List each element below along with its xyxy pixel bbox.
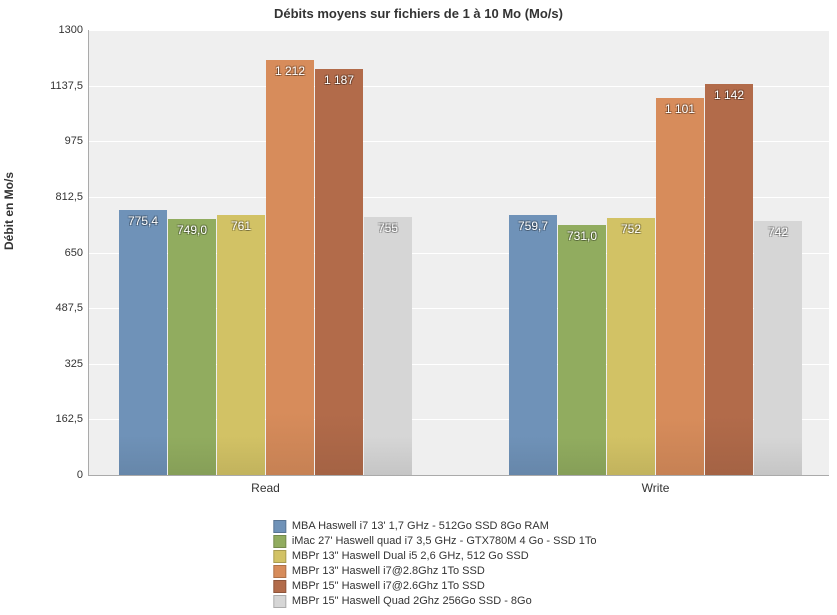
bar: 759,7 — [509, 215, 557, 475]
grid-line — [89, 30, 829, 31]
bar: 731,0 — [558, 225, 606, 475]
chart-title: Débits moyens sur fichiers de 1 à 10 Mo … — [0, 6, 837, 21]
bar: 755 — [364, 217, 412, 475]
bar: 1 187 — [315, 69, 363, 475]
legend-item: MBPr 15" Haswell Quad 2Ghz 256Go SSD - 8… — [273, 594, 597, 608]
legend-item: MBPr 13" Haswell i7@2.8Ghz 1To SSD — [273, 564, 597, 578]
legend-label: iMac 27' Haswell quad i7 3,5 GHz - GTX78… — [292, 534, 597, 548]
bar-value-label: 1 187 — [315, 73, 363, 87]
bar-group: 775,4749,0761 1 2121 187 755 — [119, 60, 412, 475]
bar-value-label: 759,7 — [509, 219, 557, 233]
legend-item: MBA Haswell i7 13' 1,7 GHz - 512Go SSD 8… — [273, 519, 597, 533]
legend-swatch — [273, 580, 286, 593]
legend-label: MBA Haswell i7 13' 1,7 GHz - 512Go SSD 8… — [292, 519, 549, 533]
bar-value-label: 731,0 — [558, 229, 606, 243]
bar: 1 142 — [705, 84, 753, 475]
y-tick-label: 1300 — [59, 24, 83, 36]
legend-swatch — [273, 550, 286, 563]
bar-value-label: 755 — [364, 221, 412, 235]
legend-item: iMac 27' Haswell quad i7 3,5 GHz - GTX78… — [273, 534, 597, 548]
bar-value-label: 761 — [217, 219, 265, 233]
y-tick-label: 1137,5 — [50, 80, 83, 92]
chart-container: Débits moyens sur fichiers de 1 à 10 Mo … — [0, 0, 837, 615]
y-axis-label: Débit en Mo/s — [2, 172, 16, 250]
bar: 742 — [754, 221, 802, 475]
bar-value-label: 1 101 — [656, 102, 704, 116]
bar: 1 101 — [656, 98, 704, 475]
legend-label: MBPr 13" Haswell i7@2.8Ghz 1To SSD — [292, 564, 485, 578]
bar-value-label: 775,4 — [119, 214, 167, 228]
y-tick-label: 650 — [65, 247, 83, 259]
legend-swatch — [273, 520, 286, 533]
plot-area: 0162,5325487,5650812,59751137,51300775,4… — [88, 30, 829, 476]
bar: 749,0 — [168, 219, 216, 475]
legend-item: MBPr 13" Haswell Dual i5 2,6 GHz, 512 Go… — [273, 549, 597, 563]
legend: MBA Haswell i7 13' 1,7 GHz - 512Go SSD 8… — [273, 519, 597, 609]
legend-label: MBPr 13" Haswell Dual i5 2,6 GHz, 512 Go… — [292, 549, 529, 563]
y-tick-label: 812,5 — [55, 191, 83, 203]
legend-label: MBPr 15" Haswell i7@2.6Ghz 1To SSD — [292, 579, 485, 593]
y-tick-label: 487,5 — [55, 302, 83, 314]
x-tick-label: Read — [206, 481, 326, 495]
x-tick-label: Write — [596, 481, 716, 495]
y-tick-label: 162,5 — [55, 413, 83, 425]
bar: 1 212 — [266, 60, 314, 475]
bar: 761 — [217, 215, 265, 475]
bar-value-label: 749,0 — [168, 223, 216, 237]
y-tick-label: 975 — [65, 135, 83, 147]
bar-value-label: 1 142 — [705, 88, 753, 102]
y-tick-label: 325 — [65, 358, 83, 370]
legend-item: MBPr 15" Haswell i7@2.6Ghz 1To SSD — [273, 579, 597, 593]
bar-value-label: 742 — [754, 225, 802, 239]
legend-label: MBPr 15" Haswell Quad 2Ghz 256Go SSD - 8… — [292, 594, 532, 608]
bar: 752 — [607, 218, 655, 475]
bar-group: 759,7731,0752 1 1011 142 742 — [509, 84, 802, 475]
bar-value-label: 752 — [607, 222, 655, 236]
legend-swatch — [273, 535, 286, 548]
legend-swatch — [273, 595, 286, 608]
bar-value-label: 1 212 — [266, 64, 314, 78]
bar: 775,4 — [119, 210, 167, 475]
y-tick-label: 0 — [77, 469, 83, 481]
legend-swatch — [273, 565, 286, 578]
